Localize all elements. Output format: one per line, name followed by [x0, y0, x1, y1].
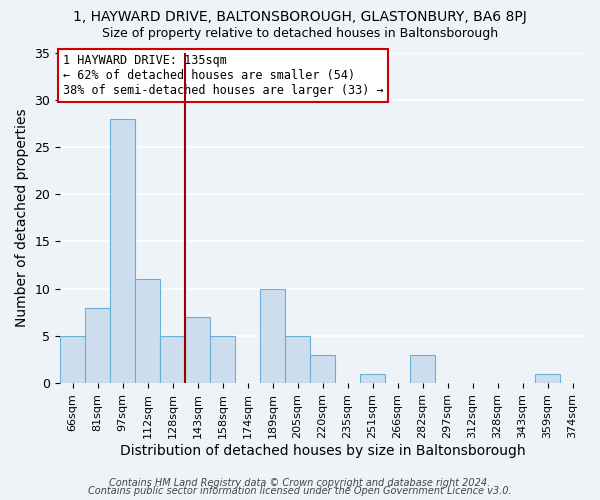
Bar — [110, 118, 135, 383]
Bar — [360, 374, 385, 383]
Text: Contains public sector information licensed under the Open Government Licence v3: Contains public sector information licen… — [88, 486, 512, 496]
Y-axis label: Number of detached properties: Number of detached properties — [15, 108, 29, 327]
Bar — [160, 336, 185, 383]
Bar — [210, 336, 235, 383]
Text: Contains HM Land Registry data © Crown copyright and database right 2024.: Contains HM Land Registry data © Crown c… — [109, 478, 491, 488]
Bar — [185, 317, 210, 383]
Bar — [260, 288, 285, 383]
Text: Size of property relative to detached houses in Baltonsborough: Size of property relative to detached ho… — [102, 28, 498, 40]
Text: 1 HAYWARD DRIVE: 135sqm
← 62% of detached houses are smaller (54)
38% of semi-de: 1 HAYWARD DRIVE: 135sqm ← 62% of detache… — [63, 54, 383, 97]
Bar — [60, 336, 85, 383]
Bar — [535, 374, 560, 383]
Text: 1, HAYWARD DRIVE, BALTONSBOROUGH, GLASTONBURY, BA6 8PJ: 1, HAYWARD DRIVE, BALTONSBOROUGH, GLASTO… — [73, 10, 527, 24]
Bar — [135, 279, 160, 383]
Bar — [410, 355, 435, 383]
Bar — [85, 308, 110, 383]
X-axis label: Distribution of detached houses by size in Baltonsborough: Distribution of detached houses by size … — [120, 444, 526, 458]
Bar — [310, 355, 335, 383]
Bar — [285, 336, 310, 383]
